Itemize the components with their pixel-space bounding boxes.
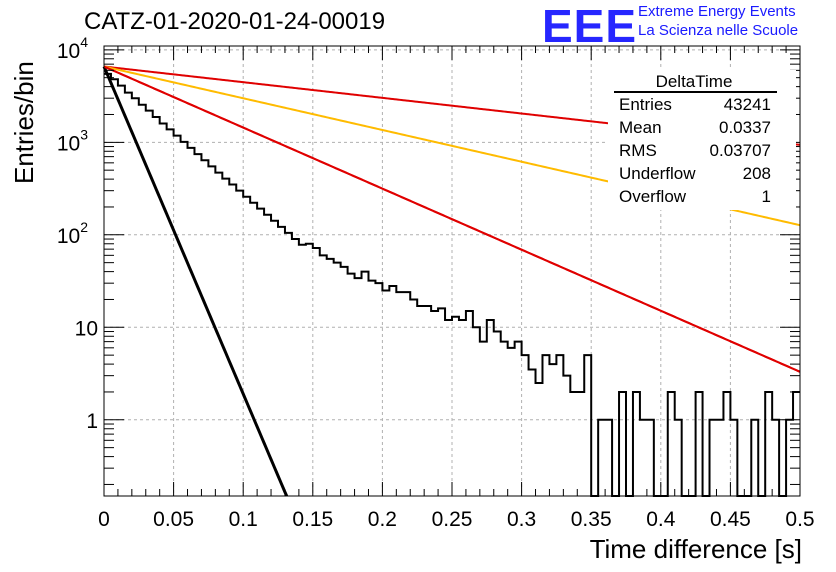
x-tick-label: 0.4 (646, 508, 676, 531)
stats-value: 0.03707 (710, 141, 771, 160)
stats-title: DeltaTime (656, 72, 733, 91)
x-tick-label: 0.35 (571, 508, 612, 531)
x-tick-label: 0.5 (785, 508, 814, 531)
x-tick-label: 0.15 (292, 508, 333, 531)
logo-tagline-1: Extreme Energy Events (638, 3, 796, 20)
page-title: CATZ-01-2020-01-24-00019 (84, 8, 386, 35)
x-axis-title: Time difference [s] (590, 534, 802, 564)
stats-rows: Entries 43241 Mean 0.0337 RMS 0.03707 Underflo… (619, 95, 771, 206)
x-tick-label: 0.3 (507, 508, 536, 531)
y-axis-title: Entries/bin (9, 61, 39, 184)
stats-label: Underflow (619, 164, 696, 183)
y-tick-label: 10 (75, 317, 98, 340)
fit-curve (102, 65, 289, 497)
y-tick-label: 104 (57, 34, 88, 63)
stats-label: Entries (619, 95, 672, 114)
x-tick-labels: 0 0.05 0.1 0.15 0.2 0.25 0.3 0.35 0.4 0.45 0.5 (98, 508, 814, 531)
stats-label: Overflow (619, 187, 687, 206)
stats-value: 43241 (724, 95, 771, 114)
x-tick-label: 0.05 (153, 508, 194, 531)
eee-logo: EEE (542, 0, 638, 52)
stats-value: 208 (743, 164, 771, 183)
stats-box: DeltaTime Entries 43241 Mean 0.0337 RMS 0.037… (608, 70, 796, 210)
x-tick-label: 0.25 (432, 508, 473, 531)
x-tick-label: 0.45 (710, 508, 751, 531)
stats-value: 1 (762, 187, 771, 206)
y-tick-label: 102 (57, 219, 88, 248)
histogram-series (104, 72, 800, 497)
y-tick-label: 1 (86, 410, 98, 433)
stats-label: RMS (619, 141, 657, 160)
stats-value: 0.0337 (719, 118, 771, 137)
x-tick-label: 0 (98, 508, 110, 531)
tick-layer (103, 46, 801, 496)
x-tick-label: 0.1 (229, 508, 258, 531)
stats-label: Mean (619, 118, 662, 137)
x-tick-label: 0.2 (368, 508, 397, 531)
y-tick-label: 103 (57, 126, 88, 155)
logo-tagline-2: La Scienza nelle Scuole (638, 22, 799, 39)
fit-curve (103, 65, 801, 373)
